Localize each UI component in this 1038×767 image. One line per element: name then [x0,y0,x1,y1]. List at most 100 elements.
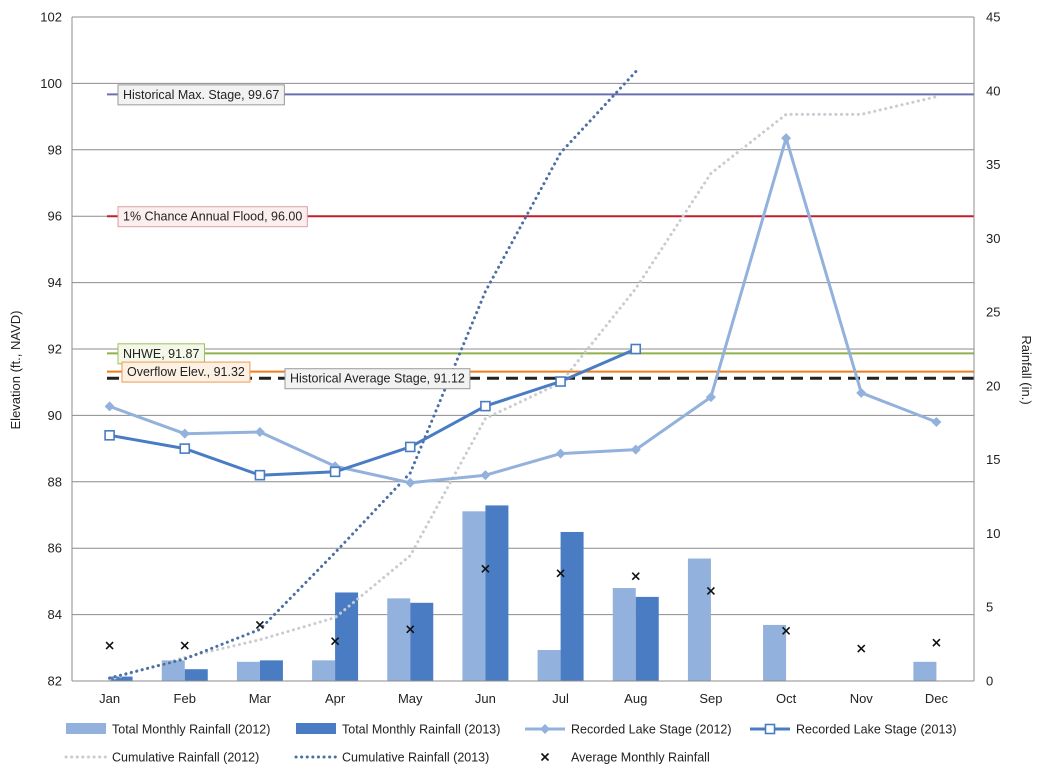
legend-swatch-bar [296,723,336,734]
data-point-square [104,430,115,441]
x-tick-label: Jul [552,691,569,706]
reference-label-box [121,361,251,383]
y-right-tick-label: 30 [986,231,1000,246]
y-right-tick-label: 5 [986,600,993,615]
y-right-tick-label: 20 [986,378,1000,393]
reference-label-box [284,368,471,390]
reference-label-box [117,206,308,228]
data-point-square [329,466,341,478]
average-rainfall-marker [180,641,189,650]
y-right-axis-title: Rainfall (in.) [1019,335,1034,404]
y-left-axis-title: Elevation (ft., NAVD) [8,311,23,430]
series-line-2 [108,136,938,485]
legend-item: Average Monthly Rainfall [540,751,710,765]
rainfall-bar-2013 [635,596,659,681]
y-left-tick-label: 94 [48,275,62,290]
average-rainfall-marker [782,626,791,635]
data-point-diamond [555,448,566,459]
y-left-tick-label: 86 [48,541,62,556]
legend-item: Cumulative Rainfall (2013) [294,751,489,765]
legend-item: Cumulative Rainfall (2012) [64,751,259,765]
average-rainfall-marker [105,641,114,650]
bars-layer [109,505,937,681]
rainfall-bar-2012 [236,661,260,681]
data-point-square [404,441,416,453]
reference-label-0: Historical Max. Stage, 99.67 [123,88,279,102]
average-rainfall-marker [331,637,340,646]
rainfall-bar-2013 [560,531,584,681]
legend-label: Cumulative Rainfall (2012) [112,751,259,765]
y-right-tick-label: 25 [986,305,1000,320]
rainfall-bar-2012 [161,660,185,681]
rainfall-bar-2013 [410,602,434,681]
x-tick-label: Dec [925,691,949,706]
legend-swatch-marker [540,752,550,762]
y-right-tick-label: 0 [986,674,993,689]
reference-label-2: NHWE, 91.87 [123,347,199,361]
x-tick-label: Mar [249,691,272,706]
x-tick-label: Feb [174,691,196,706]
rainfall-bar-2013 [485,505,509,681]
x-tick-label: Jan [99,691,120,706]
legend-swatch-diamond [540,724,550,734]
legend-label: Total Monthly Rainfall (2012) [112,723,270,737]
x-tick-label: Oct [776,691,797,706]
rainfall-bar-2012 [763,624,787,681]
rainfall-bar-2012 [462,511,486,681]
data-point-diamond [480,470,491,481]
data-point-square [480,400,491,412]
rainfall-bar-2012 [612,588,636,681]
average-rainfall-marker [857,644,866,653]
data-point-diamond [405,477,416,488]
rainfall-bar-2012 [387,598,411,681]
x-tick-label: Aug [624,691,647,706]
legend-item: Recorded Lake Stage (2012) [525,723,732,737]
x-tick-label: Nov [850,691,874,706]
average-rainfall-marker [932,638,941,647]
rainfall-bar-2013 [184,669,208,681]
y-left-tick-label: 90 [48,408,62,423]
data-point-diamond [705,392,716,403]
rainfall-bar-2012 [537,650,561,681]
rainfall-bar-2012 [687,558,711,681]
reference-label-3: Overflow Elev., 91.32 [127,365,245,379]
legend-item: Recorded Lake Stage (2013) [750,723,957,737]
reference-labels-layer: Historical Max. Stage, 99.67 1% Chance An… [117,84,471,390]
legend-swatch-bar [66,723,106,734]
rainfall-bar-2012 [913,661,937,681]
rainfall-bar-2013 [259,660,283,681]
y-right-tick-label: 35 [986,157,1000,172]
x-tick-label: Sep [699,691,722,706]
average-rainfall-marker [556,569,565,578]
x-tick-label: Jun [475,691,496,706]
grid-lines [72,16,974,682]
y-right-tick-label: 40 [986,83,1000,98]
lines-layer [104,70,942,681]
axes-layer: 82 84 86 88 90 92 94 96 98 100 102 0 5 10 15 20 25 30 35 40… [40,10,1000,707]
y-left-tick-label: 102 [40,10,62,25]
series-line-5 [108,70,638,680]
y-left-tick-label: 88 [48,474,62,489]
x-tick-label: Apr [325,691,346,706]
average-rainfall-marker [255,620,264,629]
y-right-tick-label: 10 [986,526,1000,541]
legend-label: Cumulative Rainfall (2013) [342,751,489,765]
rainfall-bar-2013 [335,592,359,681]
data-point-diamond [781,133,792,144]
data-point-diamond [856,387,867,398]
y-right-tick-label: 45 [986,10,1000,25]
average-rainfall-marker [406,625,415,634]
reference-label-1: 1% Chance Annual Flood, 96.00 [123,210,302,224]
y-left-tick-label: 84 [48,607,62,622]
y-left-tick-label: 98 [48,142,62,157]
data-point-diamond [931,417,942,428]
data-point-diamond [630,444,641,455]
data-point-square [179,443,191,454]
legend-label: Average Monthly Rainfall [571,751,710,765]
data-point-square [555,376,566,387]
series-line-3 [108,347,638,477]
legend-label: Recorded Lake Stage (2012) [571,723,732,737]
y-right-tick-label: 15 [986,452,1000,467]
series-line-4 [108,95,938,681]
